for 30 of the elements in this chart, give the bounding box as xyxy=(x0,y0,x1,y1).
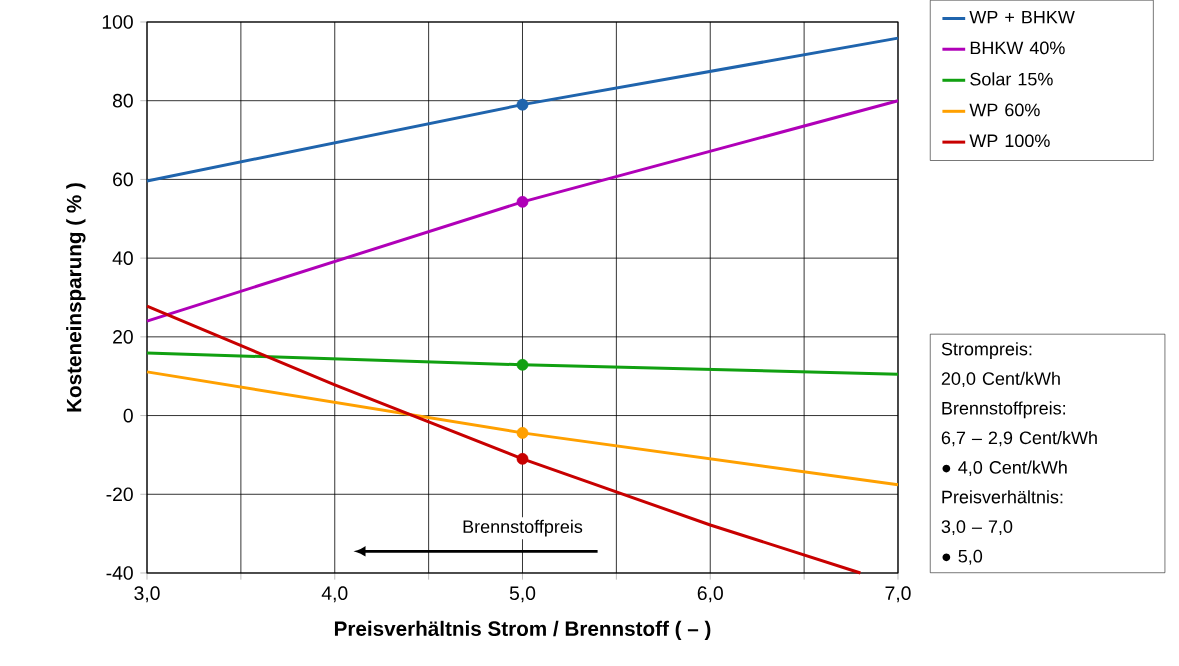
line-series xyxy=(145,304,862,575)
y-tick-label: -20 xyxy=(106,487,133,502)
text: Brennstoffpreis: xyxy=(942,401,1066,419)
x-tick-label: 5,0 xyxy=(509,586,536,603)
text: 6,7 – 2,9 Cent/kWh xyxy=(941,430,1097,447)
y-tick-label: 80 xyxy=(112,93,133,108)
y-tick-label: 100 xyxy=(102,15,133,29)
text: 3,0 – 7,0 xyxy=(941,520,1013,536)
x-tick-label: 7,0 xyxy=(885,586,911,603)
x-axis-title: Preisverhältnis Strom / Brennstoff ( – ) xyxy=(334,620,711,641)
y-tick-label: -40 xyxy=(106,566,133,580)
x-tick-label: 3,0 xyxy=(134,586,160,603)
y-tick-label: 60 xyxy=(113,172,133,187)
legend-label: WP 60% xyxy=(969,103,1040,117)
legend-label: BHKW 40% xyxy=(970,41,1065,55)
x-tick-label: 4,0 xyxy=(321,586,348,603)
text: 20,0 Cent/kWh xyxy=(941,371,1060,388)
annotation: Brennstoffpreis xyxy=(463,519,583,537)
text: ● 4,0 Cent/kWh xyxy=(942,460,1067,476)
legend-label: WP + BHKW xyxy=(969,10,1075,24)
x-tick-label: 6,0 xyxy=(697,586,723,603)
text: ● 5,0 xyxy=(942,549,983,565)
y-tick-label: 20 xyxy=(113,329,133,344)
text: Preisverhältnis: xyxy=(942,490,1063,504)
text: Strompreis: xyxy=(941,342,1032,359)
y-axis-title: Kosteneinsparung ( % ) xyxy=(66,183,86,412)
legend-label: Solar 15% xyxy=(970,72,1053,86)
y-tick-label: 0 xyxy=(123,408,133,423)
legend-label: WP 100% xyxy=(969,134,1050,148)
y-tick-label: 40 xyxy=(112,251,133,265)
